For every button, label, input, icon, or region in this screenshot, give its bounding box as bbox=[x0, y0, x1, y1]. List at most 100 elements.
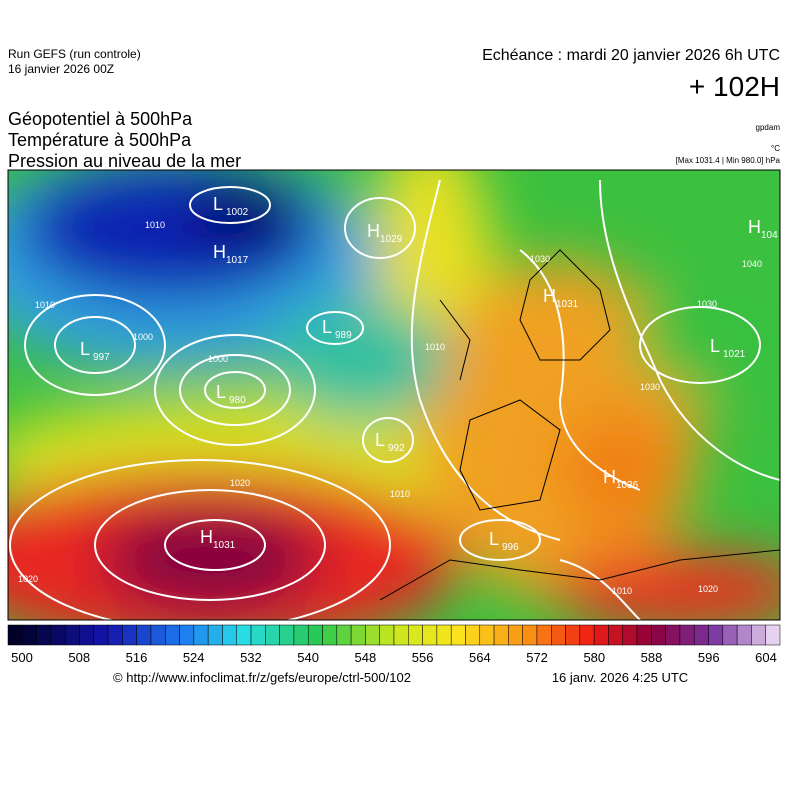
colorbar-label: 548 bbox=[355, 650, 377, 665]
center-value: 104 bbox=[761, 230, 778, 241]
center-letter: H bbox=[543, 286, 556, 306]
colorbar-label: 500 bbox=[11, 650, 33, 665]
center-value: 1002 bbox=[226, 207, 249, 218]
colorbar-swatch bbox=[322, 624, 338, 646]
colorbar-swatch bbox=[22, 624, 37, 646]
echeance: Echéance : mardi 20 janvier 2026 6h UTC bbox=[482, 47, 780, 64]
center-value: 1017 bbox=[226, 255, 249, 266]
colorbar-swatch bbox=[293, 624, 309, 646]
colorbar-swatch bbox=[350, 624, 366, 646]
center-value: 992 bbox=[388, 443, 405, 454]
colorbar-label: 572 bbox=[526, 650, 548, 665]
colorbar-swatch bbox=[765, 624, 781, 646]
colorbar-swatch bbox=[693, 624, 709, 646]
map-frame bbox=[7, 169, 781, 621]
isobar-label: 1010 bbox=[612, 586, 632, 596]
center-letter: L bbox=[710, 336, 720, 356]
colorbar-swatch bbox=[165, 624, 180, 646]
colorbar-swatch bbox=[736, 624, 752, 646]
center-letter: L bbox=[489, 529, 499, 549]
colorbar-swatch bbox=[179, 624, 195, 646]
colorbar-swatch bbox=[265, 624, 280, 646]
title: Géopotentiel à 500hPa bbox=[8, 109, 193, 129]
isobar-label: 1030 bbox=[530, 254, 550, 264]
unit: gpdam bbox=[756, 123, 781, 132]
colorbar-swatch bbox=[7, 624, 23, 646]
center-value: 1021 bbox=[723, 349, 746, 360]
colorbar-swatch bbox=[222, 624, 237, 646]
center-value: 980 bbox=[229, 395, 246, 406]
isobar-label: 1020 bbox=[698, 584, 718, 594]
unit: °C bbox=[771, 144, 780, 153]
colorbar-swatch bbox=[336, 624, 352, 646]
colorbar-swatch bbox=[565, 624, 581, 646]
colorbar-swatch bbox=[207, 624, 223, 646]
colorbar-swatch bbox=[193, 624, 209, 646]
colorbar-swatch bbox=[307, 624, 323, 646]
isobar-label: 1010 bbox=[35, 300, 55, 310]
colorbar-swatch bbox=[536, 624, 552, 646]
colorbar-swatch bbox=[122, 624, 137, 646]
isobar-label: 1030 bbox=[697, 299, 717, 309]
colorbar-swatch bbox=[722, 624, 738, 646]
isobar-label: 1000 bbox=[208, 354, 228, 364]
colorbar-swatch bbox=[64, 624, 80, 646]
run: Run GEFS (run controle) bbox=[8, 47, 141, 61]
colorbar-swatch bbox=[508, 624, 523, 646]
center-value: 1031 bbox=[213, 540, 236, 551]
colorbar-swatch bbox=[50, 624, 66, 646]
isobar-label: 1000 bbox=[133, 332, 153, 342]
colorbar-swatch bbox=[665, 624, 681, 646]
isobar-label: 1020 bbox=[230, 478, 250, 488]
colorbar-swatch bbox=[751, 624, 766, 646]
colorbar-swatch bbox=[522, 624, 538, 646]
colorbar-label: 532 bbox=[240, 650, 262, 665]
colorbar-label: 540 bbox=[297, 650, 319, 665]
colorbar-swatch bbox=[107, 624, 123, 646]
timestamp: 16 janv. 2026 4:25 UTC bbox=[552, 670, 688, 685]
center-value: 1031 bbox=[556, 299, 579, 310]
center-value: 1036 bbox=[616, 480, 639, 491]
colorbar-swatch bbox=[465, 624, 481, 646]
colorbar-swatch bbox=[93, 624, 109, 646]
center-letter: H bbox=[603, 467, 616, 487]
colorbar-swatch bbox=[436, 624, 452, 646]
colorbar-swatch bbox=[608, 624, 623, 646]
colorbar-label: 508 bbox=[68, 650, 90, 665]
center-letter: L bbox=[322, 317, 332, 337]
colorbar-label: 556 bbox=[412, 650, 434, 665]
map bbox=[8, 170, 780, 620]
colorbar-swatch bbox=[422, 624, 438, 646]
center-value: 997 bbox=[93, 352, 110, 363]
colorbar-swatch bbox=[708, 624, 724, 646]
colorbar: 500 508 516 524 532 540 548 556 564 572 580 588 596 6… bbox=[7, 624, 781, 665]
center-value: 1029 bbox=[380, 234, 403, 245]
colorbar-swatch bbox=[408, 624, 423, 646]
colorbar-swatch bbox=[393, 624, 409, 646]
title: Pression au niveau de la mer bbox=[8, 151, 241, 171]
colorbar-swatch bbox=[636, 624, 652, 646]
colorbar-swatch bbox=[79, 624, 95, 646]
colorbar-swatch bbox=[150, 624, 166, 646]
colorbar-swatch bbox=[579, 624, 595, 646]
colorbar-swatch bbox=[551, 624, 566, 646]
unit: [Max 1031.4 | Min 980.0] hPa bbox=[676, 156, 781, 165]
colorbar-swatch bbox=[250, 624, 266, 646]
center-letter: H bbox=[213, 242, 226, 262]
colorbar-label: 516 bbox=[126, 650, 148, 665]
colorbar-swatch bbox=[379, 624, 395, 646]
center-value: 989 bbox=[335, 330, 352, 341]
colorbar-label: 596 bbox=[698, 650, 720, 665]
center-letter: L bbox=[80, 339, 90, 359]
colorbar-swatch bbox=[279, 624, 295, 646]
colorbar-swatch bbox=[36, 624, 52, 646]
colorbar-swatch bbox=[651, 624, 666, 646]
center-letter: L bbox=[216, 382, 226, 402]
isobar-label: 1040 bbox=[742, 259, 762, 269]
colorbar-swatch bbox=[136, 624, 152, 646]
center-letter: L bbox=[375, 430, 385, 450]
colorbar-label: 580 bbox=[583, 650, 605, 665]
colorbar-swatch bbox=[679, 624, 695, 646]
center-letter: H bbox=[367, 221, 380, 241]
